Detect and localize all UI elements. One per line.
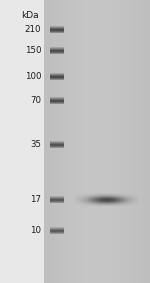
Text: 35: 35	[30, 140, 41, 149]
Text: kDa: kDa	[21, 11, 38, 20]
Text: 150: 150	[25, 46, 41, 55]
Text: 70: 70	[30, 96, 41, 105]
Text: 10: 10	[30, 226, 41, 235]
Text: 210: 210	[25, 25, 41, 34]
Text: 100: 100	[25, 72, 41, 81]
Bar	[0, 0, 44, 283]
Text: 17: 17	[30, 195, 41, 204]
